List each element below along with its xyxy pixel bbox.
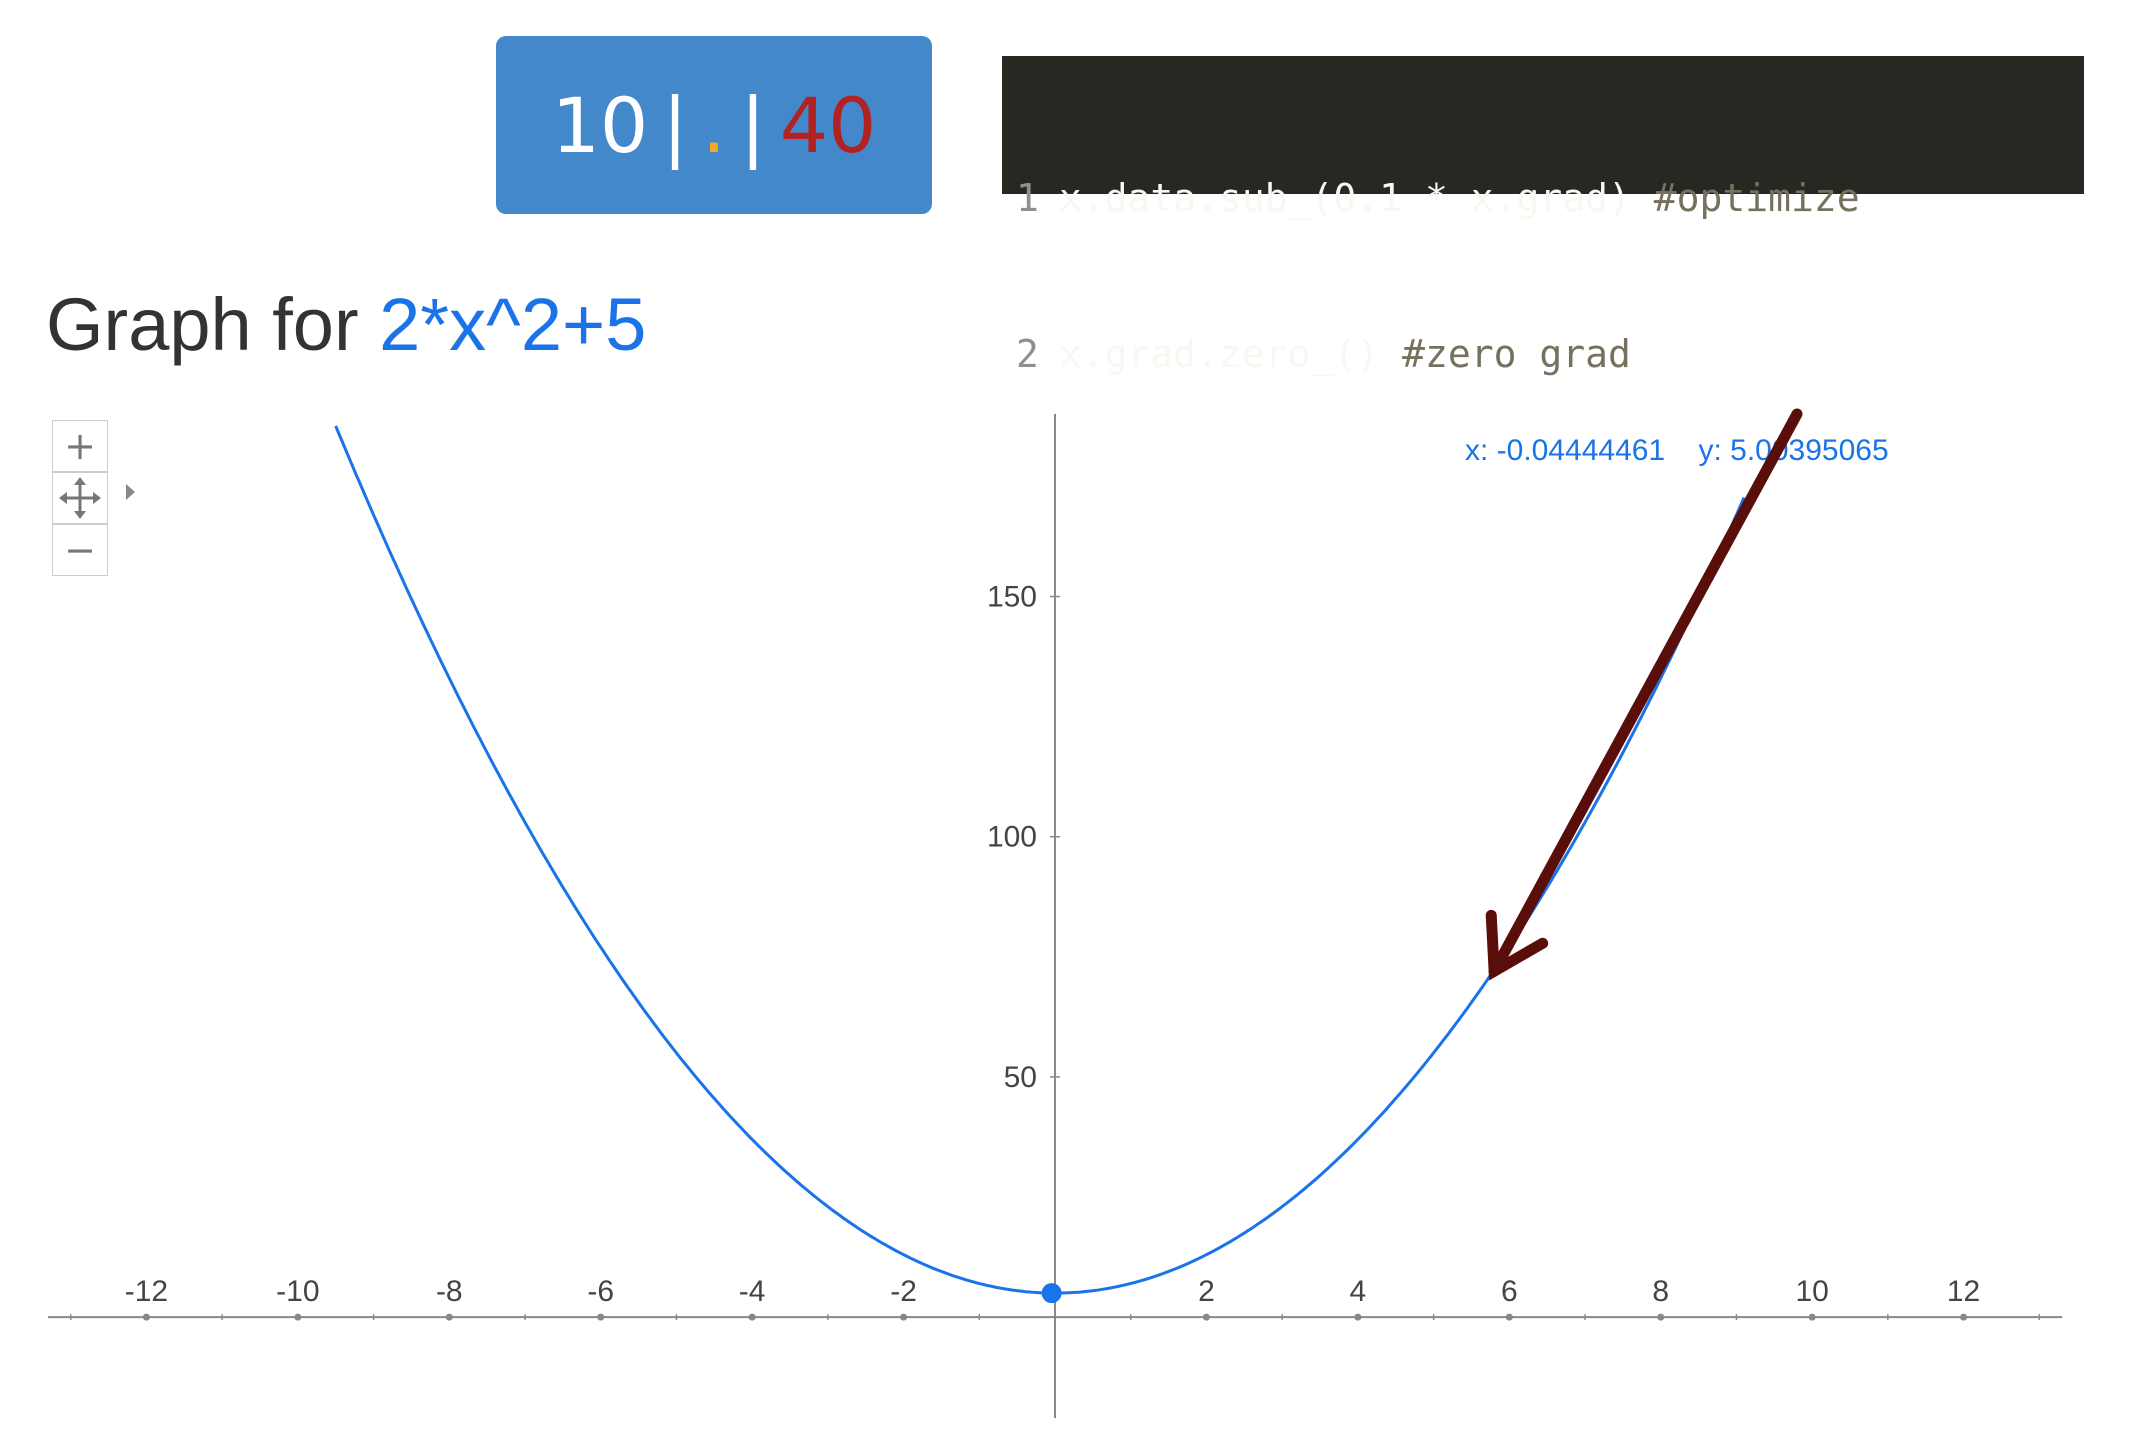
x-tick-mark [748,1313,756,1321]
annotation-layer [1485,408,1803,981]
x-tick-mark [142,1313,150,1321]
x-tick-label: -10 [276,1275,319,1308]
code-block: 1 x.data.sub_(0.1 * x.grad) #optimize 2 x.… [1002,56,2084,376]
counter-dot: . [701,80,727,170]
x-tick-label: 10 [1795,1275,1828,1308]
pan-button[interactable] [52,472,108,524]
x-tick-mark [900,1313,908,1321]
code-text: x.data.sub_(0.1 * x.grad) [1058,176,1631,220]
x-tick-label: 2 [1198,1275,1215,1308]
x-tick-label: -4 [739,1275,766,1308]
move-arrows-icon [59,477,101,519]
counter-separator-right: | [740,80,766,170]
triangle-right-icon[interactable] [126,484,135,500]
x-tick-label: 6 [1501,1275,1518,1308]
y-tick-label: 150 [987,581,1037,614]
coordinate-readout: x: -0.04444461 y: 5.00395065 [1465,434,1889,467]
x-tick-label: 8 [1652,1275,1669,1308]
zoom-in-button[interactable]: + [52,420,108,472]
graph-expression: 2*x^2+5 [379,283,647,366]
line-number: 1 [1016,176,1039,220]
current-count: 10 [551,80,649,170]
axis-ticks: -12 -10 -8 -6 -4 -2 2 4 6 8 10 12 50 100 150 [69,581,2041,1321]
x-tick-mark [1202,1313,1210,1321]
code-comment: #zero grad [1402,332,1631,376]
zoom-control: + − [52,420,110,580]
x-tick-mark [1657,1313,1665,1321]
x-tick-label: 4 [1350,1275,1367,1308]
y-tick-label: 50 [1004,1061,1037,1094]
slide-counter: 10 |. | 40 [496,36,932,214]
zoom-out-button[interactable]: − [52,524,108,576]
x-tick-label: 12 [1947,1275,1980,1308]
curve-layer [334,425,1746,1295]
code-text: x.grad.zero_() [1058,332,1380,376]
plus-icon: + [64,424,96,468]
x-tick-mark [597,1313,605,1321]
minus-icon: − [64,528,96,572]
axes [48,414,2062,1418]
x-tick-label: -8 [436,1275,463,1308]
x-tick-label: -12 [125,1275,168,1308]
x-tick-mark [1354,1313,1362,1321]
annotation-arrow-shaft [1488,408,1803,977]
line-number: 2 [1016,332,1039,376]
x-tick-mark [294,1313,302,1321]
code-line: 1 x.data.sub_(0.1 * x.grad) #optimize [1016,172,2084,224]
x-tick-label: -6 [587,1275,614,1308]
x-tick-mark [445,1313,453,1321]
code-line: 2 x.grad.zero_() #zero grad [1016,328,2084,380]
annotation-arrow-head [1485,909,1549,981]
x-tick-mark [1808,1313,1816,1321]
x-tick-label: -2 [890,1275,917,1308]
code-comment: #optimize [1653,176,1860,220]
x-tick-mark [1505,1313,1513,1321]
graph-title: Graph for 2*x^2+5 [46,282,646,367]
x-tick-mark [1960,1313,1968,1321]
counter-separator-left: | [662,80,688,170]
graph-title-prefix: Graph for [46,283,380,366]
function-curve [334,425,1746,1295]
y-tick-label: 100 [987,821,1037,854]
total-count: 40 [779,80,877,170]
